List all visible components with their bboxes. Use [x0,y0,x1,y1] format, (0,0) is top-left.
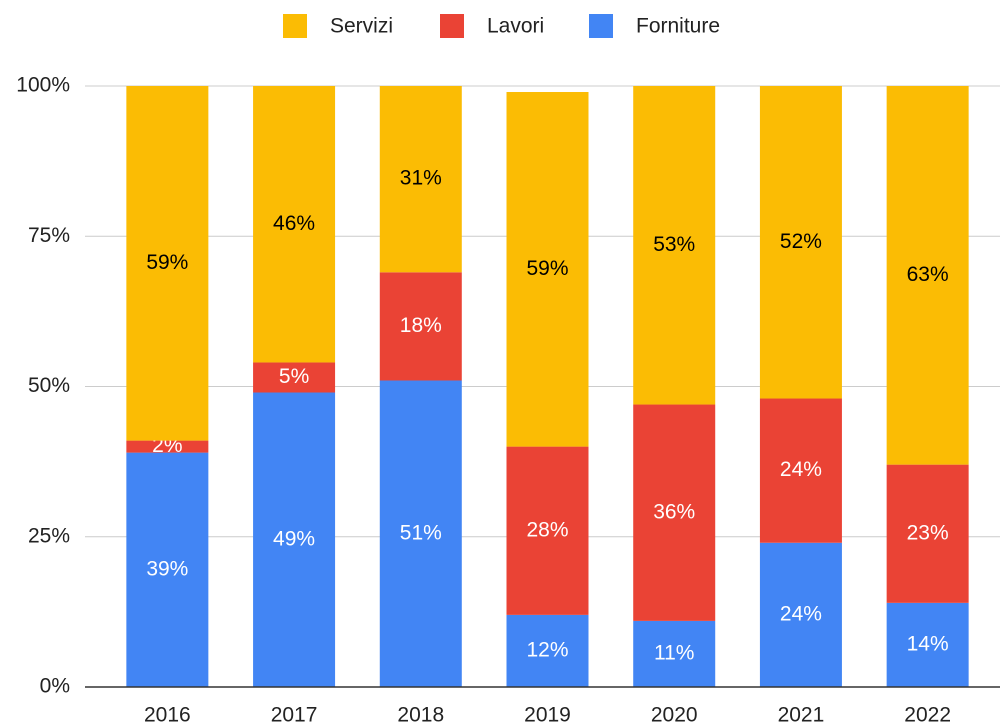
y-tick-label: 75% [28,224,70,247]
bar-segment [886,602,969,687]
data-label: 52% [780,230,822,253]
bar-segment [506,446,589,615]
y-tick-label: 0% [40,675,70,698]
bar-segment [126,86,209,441]
data-label: 14% [907,632,949,655]
bar-segment [253,86,336,363]
bar-segment [379,86,462,273]
data-label: 49% [273,527,315,550]
data-label: 23% [907,521,949,544]
y-tick-label: 25% [28,524,70,547]
data-label: 51% [400,521,442,544]
legend-label: Forniture [636,15,720,38]
bar-segment [759,398,842,543]
bar-segment [253,362,336,393]
x-tick-label: 2020 [651,704,698,727]
data-label: 18% [400,314,442,337]
data-label: 24% [780,602,822,625]
bar-segment [506,614,589,687]
legend-swatch [589,14,613,38]
bar-segment [379,272,462,381]
data-label: 39% [146,557,188,580]
bar-segment [886,86,969,465]
bar-segment [759,542,842,687]
x-tick-label: 2017 [271,704,318,727]
bar-segment [759,86,842,399]
x-tick-label: 2021 [778,704,825,727]
x-tick-label: 2022 [904,704,951,727]
data-label: 46% [273,212,315,235]
data-label: 12% [526,638,568,661]
x-tick-label: 2019 [524,704,571,727]
x-tick-label: 2018 [397,704,444,727]
bar-segment [886,464,969,603]
data-label: 31% [400,167,442,190]
data-label: 28% [526,518,568,541]
legend-label: Servizi [330,15,393,38]
legend-swatch [440,14,464,38]
bar-segment [126,440,209,453]
data-label: 59% [146,251,188,274]
data-label: 24% [780,458,822,481]
bar-segment [379,380,462,687]
data-label: 11% [654,641,694,664]
bar-segment [506,92,589,447]
bar-segment [633,86,716,405]
data-label: 53% [653,233,695,256]
y-tick-label: 100% [16,74,70,97]
legend-label: Lavori [487,15,544,38]
data-label: 59% [526,257,568,280]
y-tick-label: 50% [28,374,70,397]
data-label: 63% [907,263,949,286]
data-label: 5% [279,365,309,388]
x-tick-label: 2016 [144,704,191,727]
bar-segment [633,404,716,621]
data-label: 36% [653,500,695,523]
bar-segment [633,620,716,687]
bar-segment [126,452,209,687]
bar-segment [253,392,336,687]
legend-swatch [283,14,307,38]
